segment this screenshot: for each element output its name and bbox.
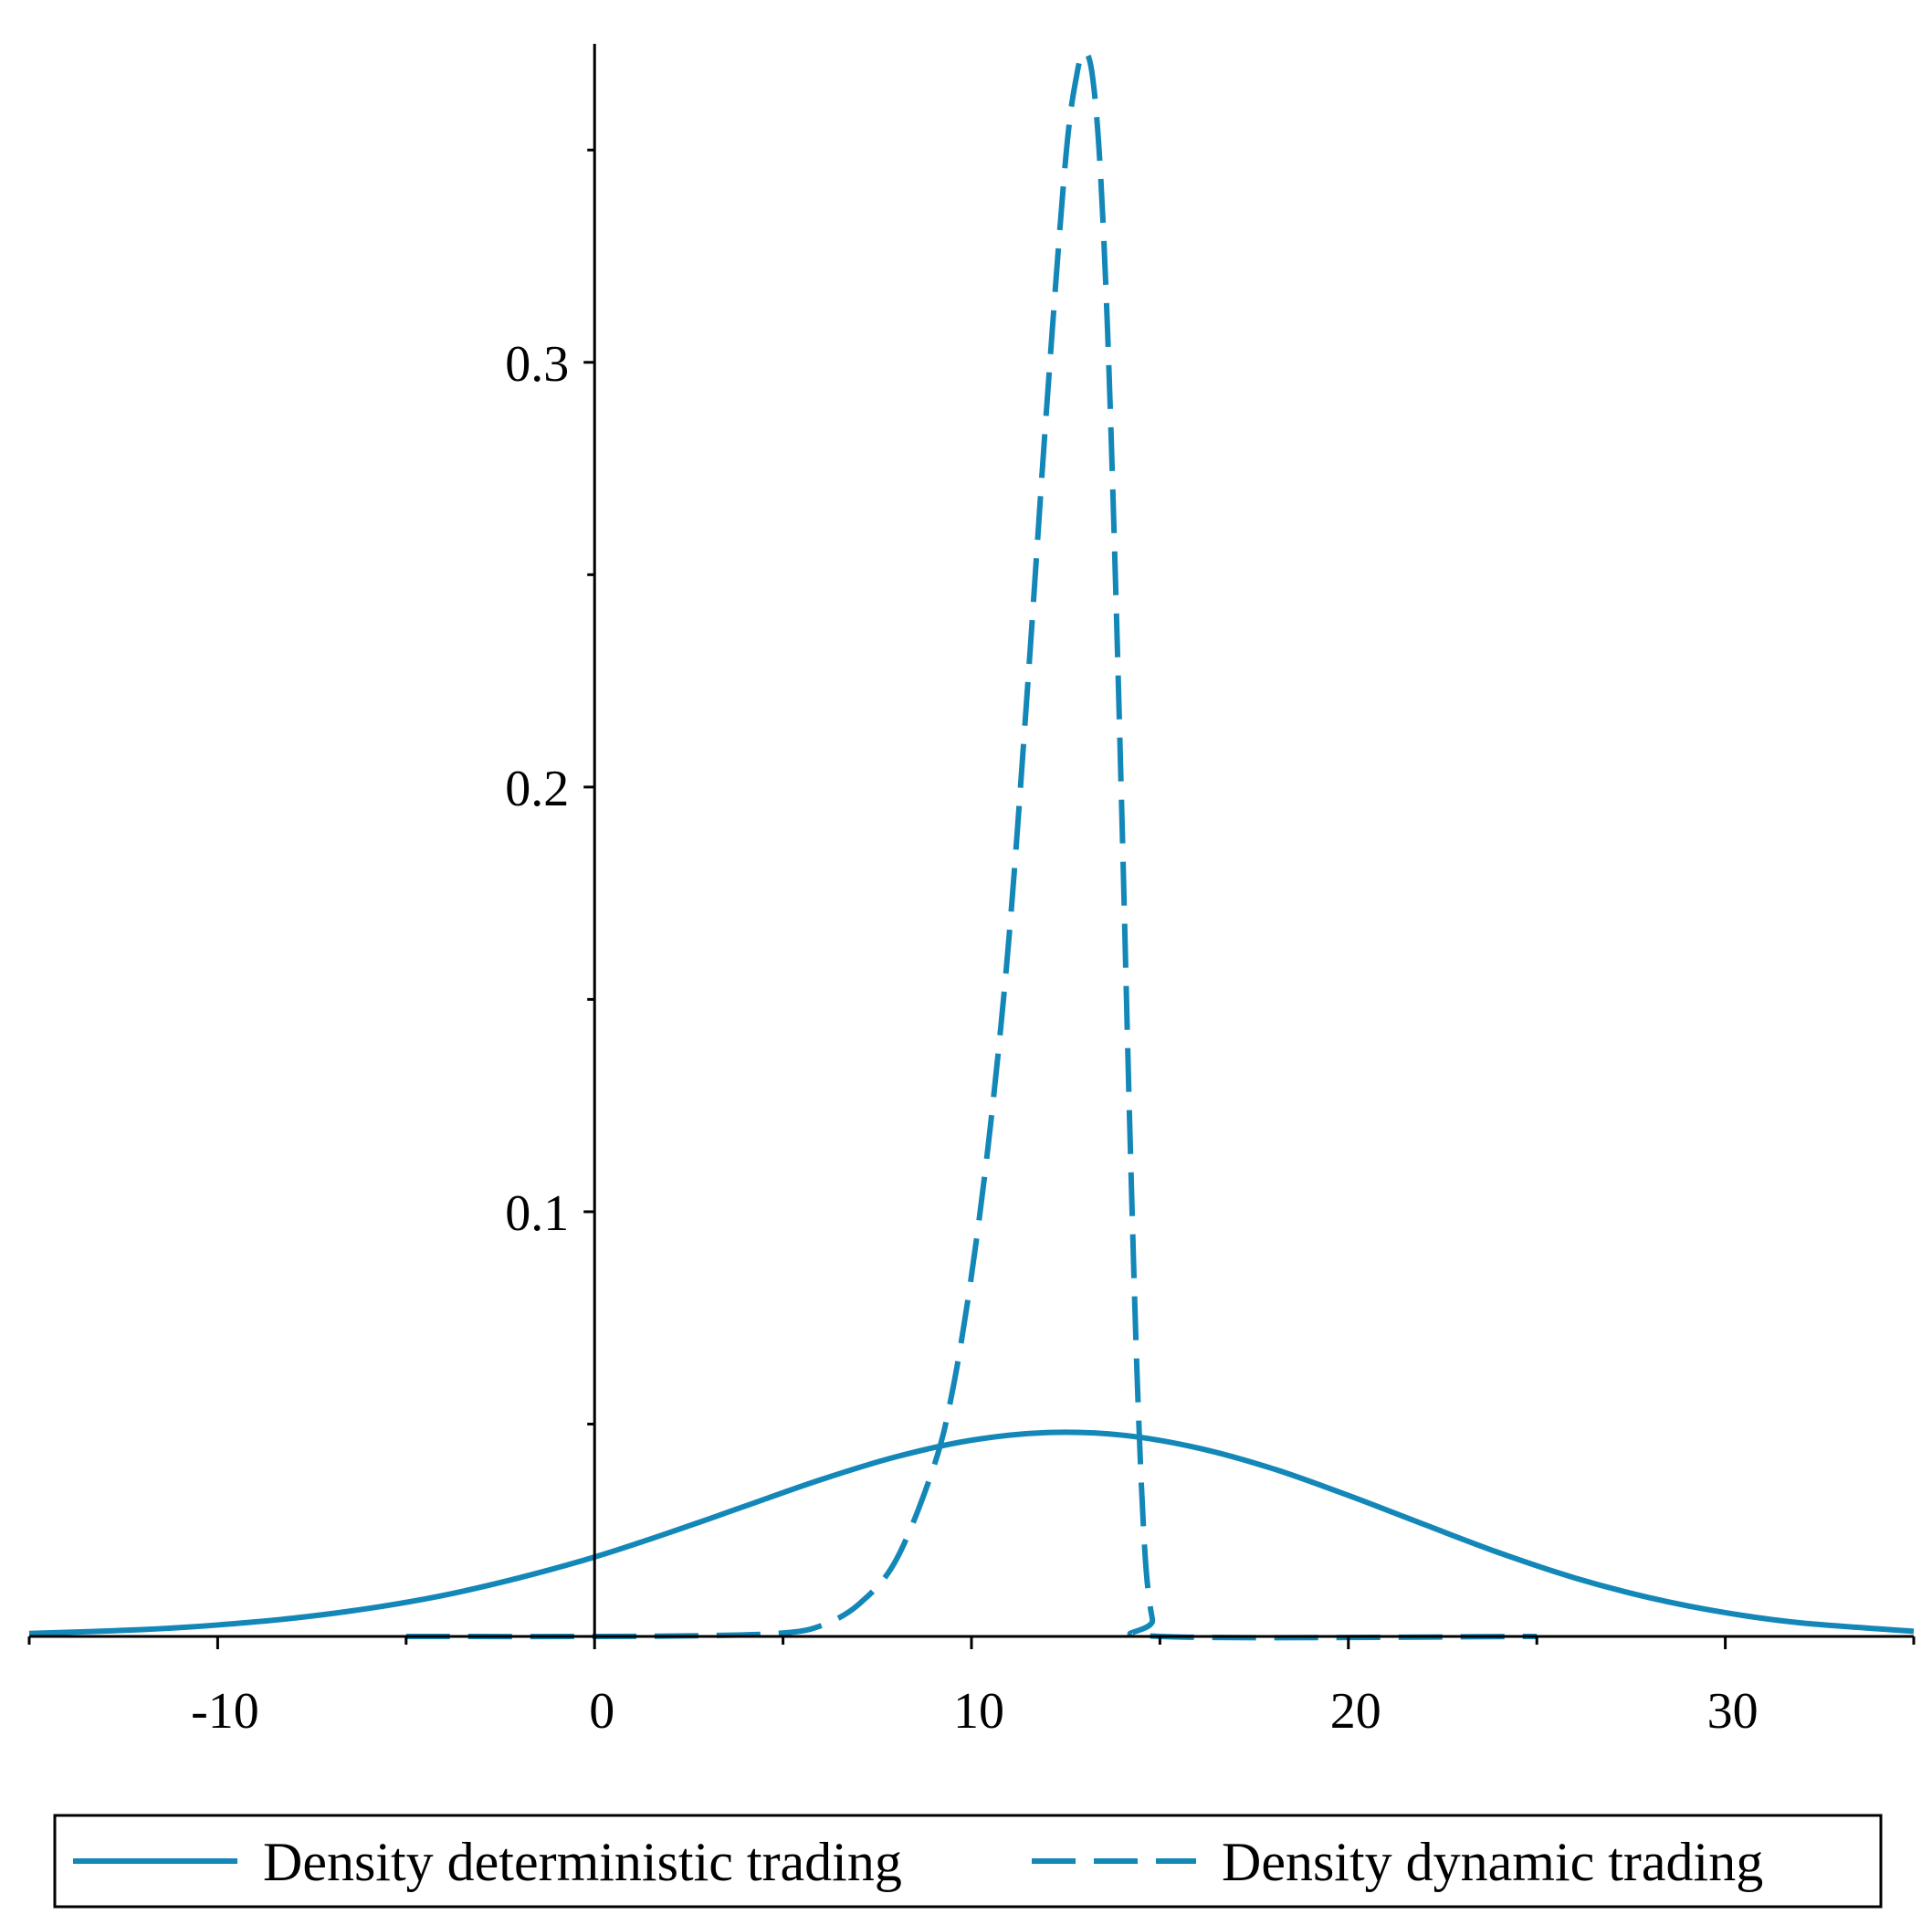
x-tick-label: 30 [1707,1683,1759,1740]
legend-label-deterministic: Density deterministic trading [263,1832,902,1892]
tick-labels: -10 0 10 20 30 0.1 0.2 0.3 [191,336,1759,1740]
y-tick-label: 0.3 [505,336,569,393]
plot-area [28,49,1915,1641]
y-tick-label: 0.1 [505,1185,569,1242]
y-tick-label: 0.2 [505,761,569,817]
x-tick-label: -10 [191,1683,259,1740]
x-tick-label: 10 [953,1683,1004,1740]
legend-box [53,1814,1883,1909]
legend: Density deterministic trading Density dy… [53,1814,1883,1909]
series-line-deterministic [28,1429,1915,1636]
legend-label-dynamic: Density dynamic trading [1222,1832,1763,1892]
x-tick-label: 0 [589,1683,614,1740]
tick-marks [27,148,1916,1649]
axes [29,44,1914,1638]
series-line-dynamic [405,49,1538,1641]
x-tick-label: 20 [1330,1683,1381,1740]
